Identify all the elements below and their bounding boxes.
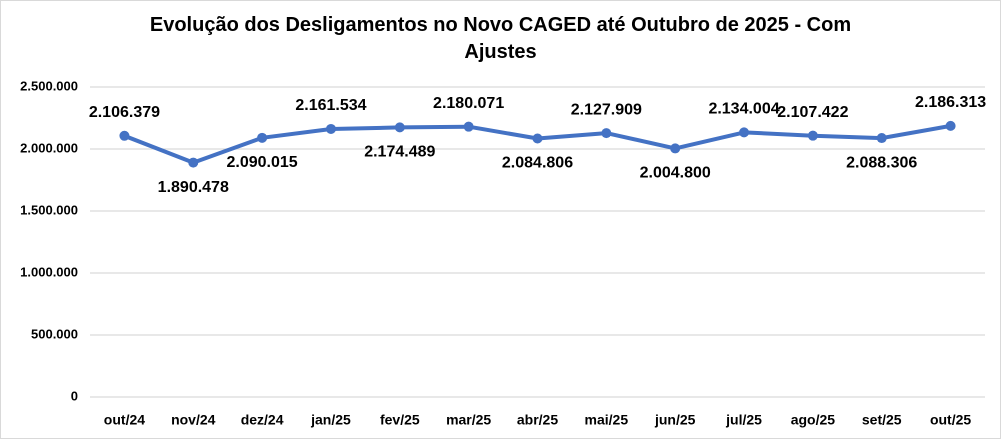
- x-tick-label: mai/25: [585, 412, 629, 428]
- y-tick-label: 500.000: [31, 326, 78, 341]
- data-point-label: 2.174.489: [364, 144, 435, 161]
- data-point-label: 2.106.379: [89, 104, 160, 121]
- data-point-marker: [739, 127, 750, 138]
- data-point-marker: [532, 133, 543, 144]
- data-point-label: 2.134.004: [708, 101, 779, 118]
- x-tick-label: dez/24: [241, 412, 284, 428]
- data-point-marker: [876, 133, 887, 144]
- data-point-marker: [325, 123, 336, 134]
- x-tick-label: ago/25: [791, 412, 836, 428]
- x-tick-label: set/25: [862, 412, 902, 428]
- data-point-label: 2.180.071: [433, 95, 504, 112]
- data-point-label: 2.161.534: [295, 97, 366, 114]
- data-point-label: 2.107.422: [777, 104, 848, 121]
- y-tick-label: 2.000.000: [20, 140, 78, 155]
- y-tick-label: 0: [71, 388, 78, 403]
- x-tick-label: nov/24: [171, 412, 216, 428]
- data-point-marker: [188, 157, 199, 168]
- x-tick-label: mar/25: [446, 412, 491, 428]
- x-tick-label: fev/25: [380, 412, 420, 428]
- y-tick-label: 2.500.000: [20, 78, 78, 93]
- data-point-marker: [670, 143, 681, 154]
- y-tick-label: 1.000.000: [20, 264, 78, 279]
- data-point-marker: [945, 120, 956, 131]
- x-tick-label: jul/25: [725, 412, 762, 428]
- chart-title-line-2: Ajustes: [464, 41, 537, 63]
- x-tick-label: jan/25: [310, 412, 351, 428]
- y-tick-label: 1.500.000: [20, 202, 78, 217]
- data-point-marker: [601, 128, 612, 139]
- data-point-marker: [119, 130, 130, 141]
- data-point-label: 2.088.306: [846, 154, 917, 171]
- data-point-label: 2.090.015: [227, 154, 298, 171]
- data-point-marker: [394, 122, 405, 133]
- data-point-label: 2.004.800: [640, 165, 711, 182]
- x-tick-label: abr/25: [517, 412, 558, 428]
- chart-title-line-1: Evolução dos Desligamentos no Novo CAGED…: [149, 14, 852, 36]
- data-point-label: 2.127.909: [571, 101, 642, 118]
- data-point-marker: [463, 121, 474, 132]
- data-point-label: 1.890.478: [158, 179, 229, 196]
- x-tick-label: jun/25: [654, 412, 696, 428]
- x-tick-label: out/25: [930, 412, 971, 428]
- data-point-label: 2.084.806: [502, 155, 573, 172]
- chart-title: Evolução dos Desligamentos no Novo CAGED…: [1, 12, 1000, 66]
- data-point-label: 2.186.313: [915, 94, 986, 111]
- data-point-marker: [807, 130, 818, 141]
- x-tick-label: out/24: [104, 412, 145, 428]
- data-point-marker: [257, 132, 268, 143]
